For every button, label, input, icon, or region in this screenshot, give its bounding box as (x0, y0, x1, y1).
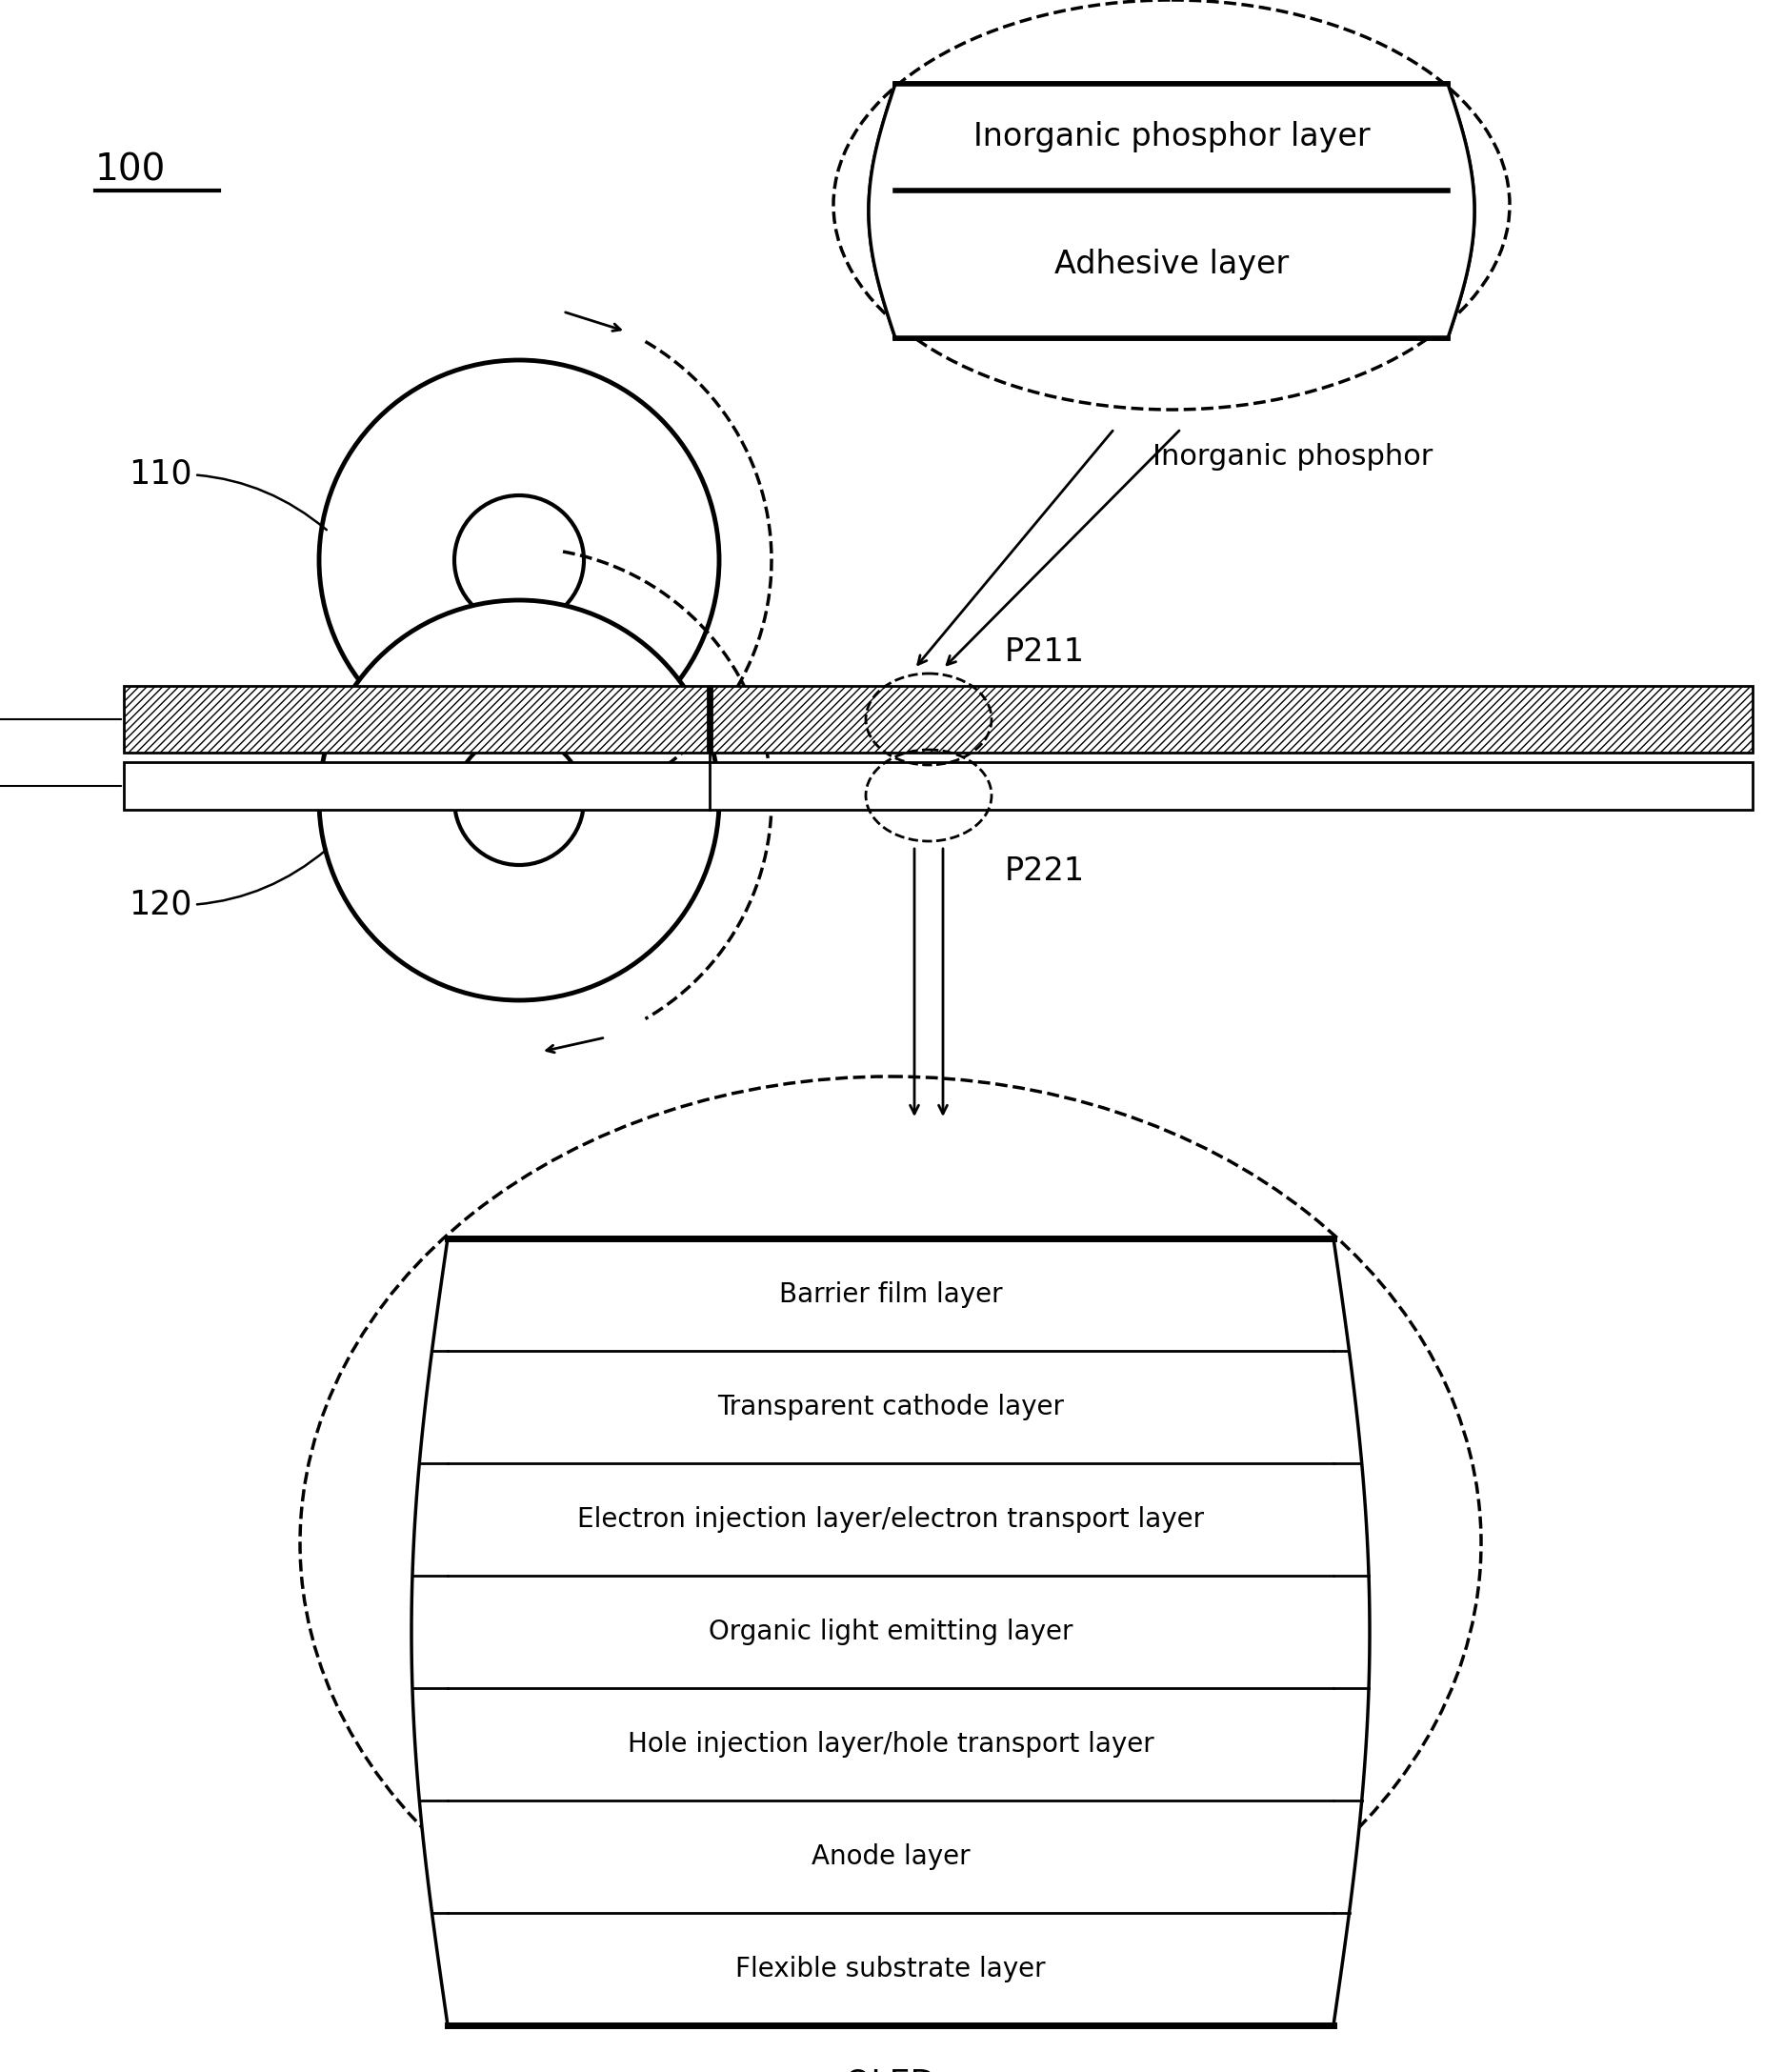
Circle shape (455, 736, 583, 864)
Text: Barrier film layer: Barrier film layer (780, 1280, 1003, 1307)
Text: 220: 220 (0, 771, 121, 802)
Circle shape (319, 361, 719, 760)
Circle shape (455, 495, 583, 626)
Text: Organic light emitting layer: Organic light emitting layer (708, 1618, 1072, 1645)
Polygon shape (869, 83, 1474, 338)
Text: P221: P221 (1004, 856, 1085, 887)
Bar (123, 686, 708, 752)
Text: Inorganic phosphor: Inorganic phosphor (1152, 443, 1433, 470)
Polygon shape (412, 1239, 1370, 2024)
Text: P211: P211 (1004, 636, 1085, 669)
Text: Anode layer: Anode layer (812, 1844, 970, 1871)
Text: Inorganic phosphor layer: Inorganic phosphor layer (972, 122, 1370, 153)
Text: Adhesive layer: Adhesive layer (1054, 249, 1288, 280)
Text: 100: 100 (95, 153, 166, 189)
Text: 120: 120 (128, 850, 326, 922)
Text: Electron injection layer/electron transport layer: Electron injection layer/electron transp… (578, 1506, 1204, 1533)
Text: 210: 210 (0, 704, 121, 736)
Text: OLED: OLED (846, 2068, 937, 2072)
Text: 110: 110 (128, 458, 326, 530)
Text: Hole injection layer/hole transport layer: Hole injection layer/hole transport laye… (628, 1730, 1154, 1757)
Bar (712, 686, 1752, 752)
Circle shape (319, 601, 719, 1001)
Text: Transparent cathode layer: Transparent cathode layer (717, 1394, 1063, 1421)
Text: Flexible substrate layer: Flexible substrate layer (735, 1956, 1045, 1983)
Bar (123, 762, 1752, 810)
